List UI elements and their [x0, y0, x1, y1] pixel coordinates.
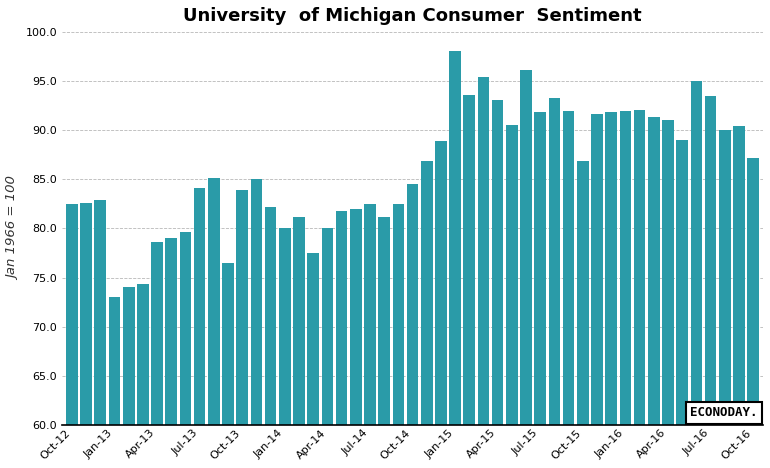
Bar	[521, 70, 532, 468]
Bar	[676, 140, 688, 468]
Bar	[66, 204, 78, 468]
Bar	[620, 110, 631, 468]
Bar	[194, 188, 206, 468]
Bar	[166, 238, 177, 468]
Bar	[322, 228, 333, 468]
Bar	[378, 217, 390, 468]
Bar	[265, 207, 276, 468]
Bar	[421, 161, 433, 468]
Bar	[719, 130, 731, 468]
Bar	[477, 77, 489, 468]
Bar	[393, 204, 404, 468]
Bar	[123, 287, 135, 468]
Bar	[705, 96, 716, 468]
Y-axis label: Jan 1966 = 100: Jan 1966 = 100	[7, 177, 20, 280]
Bar	[279, 228, 290, 468]
Bar	[605, 111, 617, 468]
Bar	[662, 120, 674, 468]
Bar	[577, 161, 588, 468]
Bar	[748, 158, 759, 468]
Bar	[109, 297, 120, 468]
Bar	[435, 141, 447, 468]
Bar	[648, 117, 660, 468]
Bar	[293, 217, 305, 468]
Bar	[223, 263, 234, 468]
Bar	[80, 203, 92, 468]
Bar	[236, 190, 248, 468]
Bar	[733, 126, 745, 468]
Title: University  of Michigan Consumer  Sentiment: University of Michigan Consumer Sentimen…	[183, 7, 642, 25]
Bar	[95, 200, 106, 468]
Bar	[691, 81, 702, 468]
Bar	[407, 184, 418, 468]
Bar	[364, 204, 376, 468]
Bar	[464, 95, 475, 468]
Bar	[563, 110, 574, 468]
Bar	[151, 242, 163, 468]
Bar	[492, 100, 504, 468]
Bar	[591, 114, 603, 468]
Bar	[307, 253, 319, 468]
Bar	[506, 125, 517, 468]
Bar	[350, 209, 362, 468]
Bar	[449, 51, 461, 468]
Bar	[534, 111, 546, 468]
Bar	[548, 98, 561, 468]
Text: ECONODAY.: ECONODAY.	[690, 406, 758, 419]
Bar	[137, 285, 149, 468]
Bar	[250, 179, 263, 468]
Bar	[208, 178, 219, 468]
Bar	[179, 232, 191, 468]
Bar	[336, 211, 347, 468]
Bar	[634, 110, 645, 468]
